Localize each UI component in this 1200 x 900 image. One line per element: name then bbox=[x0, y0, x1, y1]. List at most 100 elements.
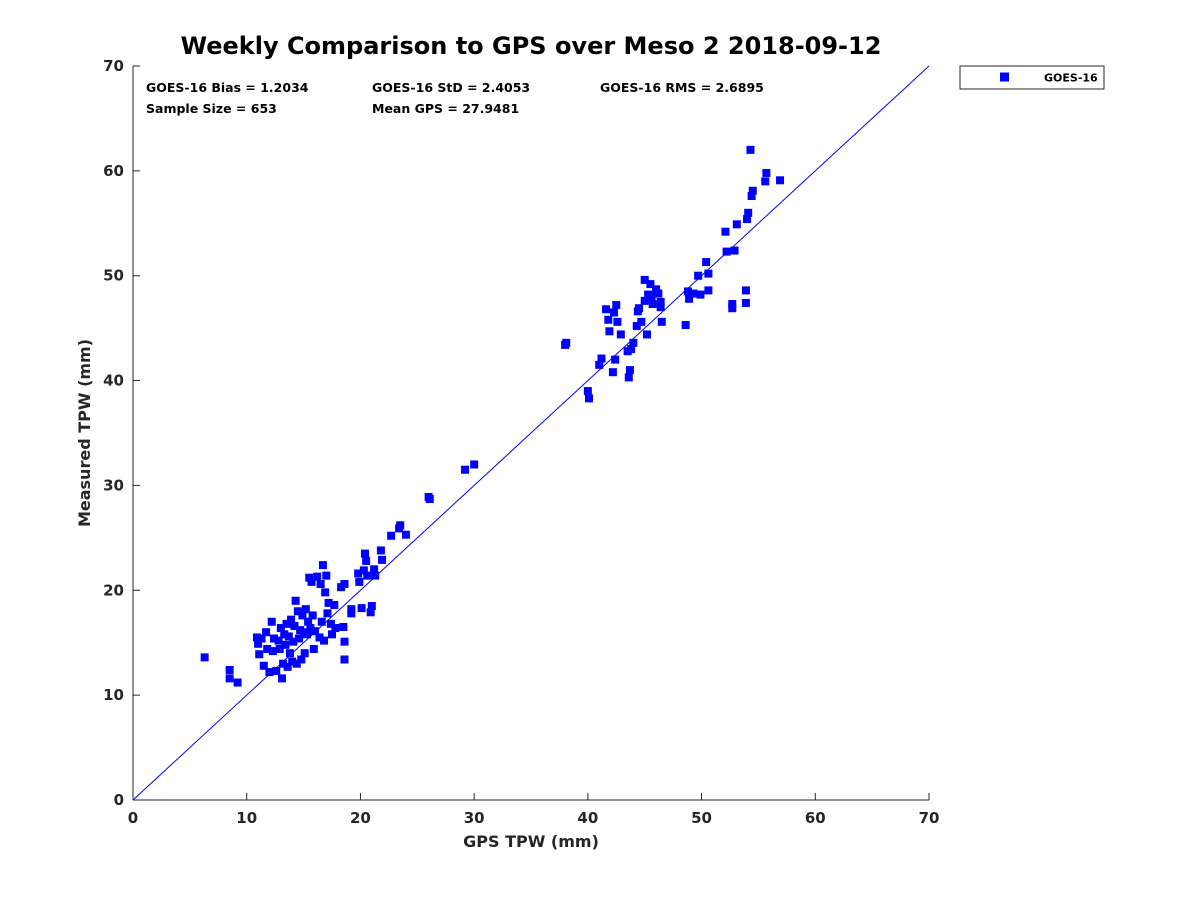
data-point bbox=[225, 674, 234, 683]
x-tick-label: 10 bbox=[236, 809, 257, 827]
x-tick-label: 20 bbox=[350, 809, 371, 827]
data-point bbox=[401, 530, 410, 539]
data-point bbox=[225, 665, 234, 674]
data-point bbox=[640, 275, 649, 284]
data-point bbox=[366, 608, 375, 617]
plot-area: 0 10 20 30 40 50 60 70 0 10 20 30 40 50 60 70 bbox=[103, 57, 939, 827]
data-point bbox=[642, 330, 651, 339]
data-point bbox=[254, 639, 263, 648]
data-point bbox=[747, 192, 756, 201]
data-point bbox=[295, 634, 304, 643]
data-point bbox=[355, 577, 364, 586]
data-point bbox=[287, 615, 296, 624]
data-point bbox=[331, 624, 340, 633]
stat-mean-gps: Mean GPS = 27.9481 bbox=[372, 101, 519, 116]
y-tick-label: 50 bbox=[103, 267, 124, 285]
data-point bbox=[309, 645, 318, 654]
data-point bbox=[354, 569, 363, 578]
data-point bbox=[302, 630, 311, 639]
data-point bbox=[330, 600, 339, 609]
data-point bbox=[274, 636, 283, 645]
data-point bbox=[610, 308, 619, 317]
data-point bbox=[357, 604, 366, 613]
data-point bbox=[730, 246, 739, 255]
data-point bbox=[654, 289, 663, 298]
x-tick-label: 60 bbox=[805, 809, 826, 827]
data-point bbox=[200, 653, 209, 662]
data-point bbox=[328, 630, 336, 639]
data-point bbox=[625, 366, 634, 375]
data-point bbox=[340, 637, 349, 646]
y-axis-label: Measured TPW (mm) bbox=[75, 339, 94, 527]
data-point bbox=[722, 247, 731, 256]
x-tick-label: 30 bbox=[464, 809, 485, 827]
data-point bbox=[683, 287, 692, 296]
data-point bbox=[322, 571, 331, 580]
data-point bbox=[378, 555, 387, 564]
data-point bbox=[370, 565, 379, 574]
data-point bbox=[318, 561, 327, 570]
data-point bbox=[741, 286, 750, 295]
data-point bbox=[257, 634, 266, 643]
data-point bbox=[744, 208, 753, 217]
x-tick-label: 0 bbox=[128, 809, 138, 827]
legend-label-goes16: GOES-16 bbox=[1044, 72, 1098, 85]
data-point bbox=[728, 304, 737, 313]
y-axis-ticks: 0 10 20 30 40 50 60 70 bbox=[103, 57, 140, 809]
data-point bbox=[704, 269, 713, 278]
stats-annotations: GOES-16 Bias = 1.2034 GOES-16 StD = 2.40… bbox=[146, 80, 764, 116]
data-point bbox=[320, 636, 329, 645]
data-point bbox=[288, 657, 297, 666]
data-point bbox=[339, 622, 348, 631]
y-tick-label: 40 bbox=[103, 372, 124, 390]
data-point bbox=[387, 531, 396, 540]
data-point bbox=[308, 611, 317, 620]
data-point bbox=[627, 345, 636, 354]
data-point bbox=[277, 674, 286, 683]
data-point bbox=[721, 227, 730, 236]
data-point bbox=[291, 596, 300, 605]
data-point bbox=[259, 661, 268, 670]
data-point bbox=[470, 460, 479, 469]
data-point bbox=[290, 621, 299, 630]
data-point bbox=[608, 368, 617, 377]
data-point bbox=[359, 566, 368, 575]
data-point bbox=[595, 360, 604, 369]
y-tick-label: 0 bbox=[114, 791, 124, 809]
chart-title: Weekly Comparison to GPS over Meso 2 201… bbox=[181, 32, 882, 60]
x-tick-label: 70 bbox=[919, 809, 940, 827]
data-points bbox=[200, 145, 785, 687]
data-point bbox=[612, 301, 621, 310]
stat-bias: GOES-16 Bias = 1.2034 bbox=[146, 80, 309, 95]
data-point bbox=[300, 649, 309, 658]
data-point bbox=[289, 637, 298, 646]
data-point bbox=[624, 373, 633, 382]
data-point bbox=[324, 598, 333, 607]
data-point bbox=[728, 300, 737, 309]
data-point bbox=[297, 655, 306, 664]
y-tick-label: 60 bbox=[103, 162, 124, 180]
data-point bbox=[648, 300, 657, 309]
data-point bbox=[604, 315, 613, 324]
one-to-one-reference-line bbox=[132, 65, 930, 801]
data-point bbox=[367, 602, 376, 611]
x-tick-label: 40 bbox=[577, 809, 598, 827]
data-point bbox=[613, 317, 622, 326]
data-point bbox=[282, 619, 291, 628]
data-point bbox=[761, 177, 770, 186]
data-point bbox=[275, 645, 284, 654]
data-point bbox=[340, 655, 349, 664]
data-point bbox=[584, 394, 593, 403]
data-point bbox=[265, 668, 274, 677]
data-point bbox=[743, 215, 752, 224]
data-point bbox=[305, 573, 314, 582]
data-point bbox=[640, 296, 649, 305]
legend-box bbox=[959, 65, 1105, 90]
data-point bbox=[268, 647, 277, 656]
data-point bbox=[616, 330, 625, 339]
data-point bbox=[657, 317, 666, 326]
data-point bbox=[461, 465, 470, 474]
data-point bbox=[313, 572, 322, 581]
data-point bbox=[647, 292, 656, 301]
